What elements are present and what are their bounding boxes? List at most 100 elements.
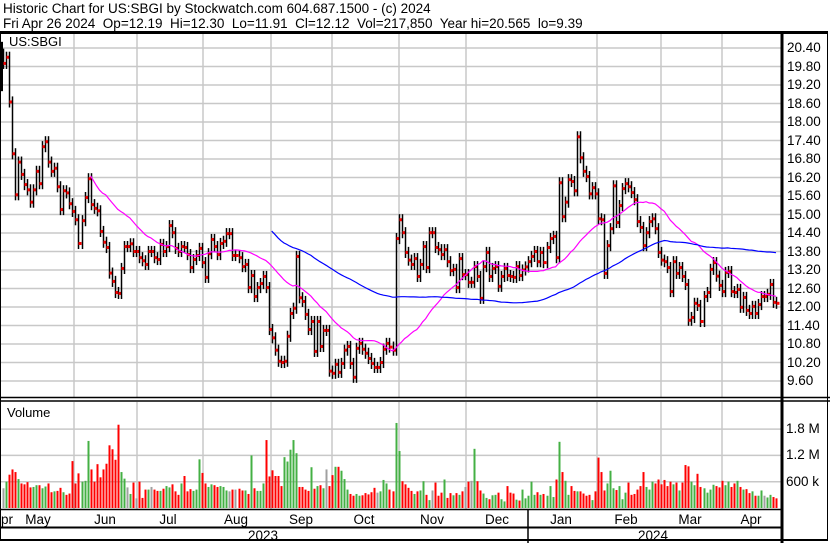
close-tick — [94, 206, 98, 210]
volume-bar — [77, 473, 80, 508]
volume-bar — [579, 491, 582, 508]
volume-bar — [597, 457, 600, 508]
close-tick — [344, 348, 348, 352]
volume-bar — [147, 489, 150, 508]
close-tick — [24, 183, 28, 187]
volume-bar — [618, 486, 621, 508]
volume-bar — [555, 479, 558, 508]
volume-bar — [307, 490, 310, 508]
close-tick — [543, 261, 547, 265]
volume-bar — [395, 422, 398, 508]
moving-average-30-line — [90, 175, 777, 352]
close-tick — [287, 334, 291, 338]
volume-bar — [527, 495, 530, 508]
volume-bar — [319, 485, 322, 508]
close-tick — [568, 178, 572, 182]
volume-bar — [56, 490, 59, 508]
volume-bar — [84, 480, 87, 508]
symbol-label: US:SBGI — [9, 34, 62, 49]
year-label: 2023 — [247, 528, 279, 543]
close-tick — [728, 270, 732, 274]
close-tick — [694, 301, 698, 305]
close-tick — [78, 241, 82, 245]
volume-bar — [748, 493, 751, 508]
volume-bar — [274, 476, 277, 508]
volume-bar — [546, 495, 549, 508]
volume-bar — [509, 492, 512, 508]
volume-bar — [684, 465, 687, 508]
volume-bar — [479, 490, 482, 508]
close-tick — [275, 348, 279, 352]
price-tick-label: 9.60 — [787, 373, 814, 388]
volume-bar — [262, 483, 265, 508]
volume-bar — [606, 483, 609, 508]
volume-bar — [461, 491, 464, 508]
close-tick — [190, 266, 194, 270]
volume-bar — [639, 486, 642, 508]
close-tick — [667, 266, 671, 270]
close-tick — [314, 349, 318, 353]
volume-bar — [431, 490, 434, 508]
close-tick — [109, 271, 113, 275]
close-tick — [199, 246, 203, 250]
volume-bar — [129, 493, 132, 508]
close-tick — [749, 311, 753, 315]
close-tick — [740, 305, 744, 309]
close-tick — [54, 166, 58, 170]
close-tick — [124, 245, 128, 249]
volume-bar — [231, 489, 234, 508]
close-tick — [145, 262, 149, 266]
close-tick — [676, 271, 680, 275]
volume-bar — [567, 494, 570, 508]
volume-bar — [518, 500, 521, 508]
close-tick — [507, 274, 511, 278]
volume-bar — [331, 475, 334, 508]
volume-bar — [71, 461, 74, 508]
volume-bar — [413, 493, 416, 508]
close-tick — [269, 328, 273, 332]
volume-bar — [283, 457, 286, 508]
close-tick — [770, 282, 774, 286]
volume-bar — [238, 488, 241, 508]
close-tick — [664, 260, 668, 264]
close-tick — [679, 266, 683, 270]
volume-bar — [594, 491, 597, 508]
volume-bar — [440, 492, 443, 508]
close-tick — [329, 369, 333, 373]
volume-bar — [234, 489, 237, 508]
volume-bar — [165, 486, 168, 508]
close-tick — [272, 336, 276, 340]
close-tick — [278, 359, 282, 363]
volume-bar — [675, 482, 678, 508]
close-tick — [719, 283, 723, 287]
close-tick — [389, 345, 393, 349]
volume-bar — [769, 494, 772, 508]
close-tick — [368, 356, 372, 360]
volume-bar — [358, 495, 361, 508]
volume-bar — [515, 499, 518, 508]
close-tick — [214, 245, 218, 249]
volume-bar — [265, 440, 268, 508]
close-tick — [776, 301, 780, 305]
close-tick — [459, 257, 463, 261]
close-tick — [604, 271, 608, 275]
close-tick — [447, 260, 451, 264]
volume-bar — [627, 482, 630, 508]
close-tick — [320, 344, 324, 348]
close-tick — [504, 266, 508, 270]
close-tick — [148, 250, 152, 253]
close-tick — [326, 328, 330, 332]
close-tick — [722, 290, 726, 294]
close-tick — [36, 169, 40, 173]
volume-bar — [32, 486, 35, 508]
close-tick — [232, 254, 236, 258]
volume-bar — [573, 490, 576, 508]
volume-bar — [328, 486, 331, 508]
close-tick — [359, 341, 363, 345]
close-tick — [293, 306, 297, 310]
close-tick — [356, 346, 360, 350]
close-tick — [691, 315, 695, 319]
month-label: Apr — [740, 512, 762, 527]
volume-bar — [745, 489, 748, 508]
